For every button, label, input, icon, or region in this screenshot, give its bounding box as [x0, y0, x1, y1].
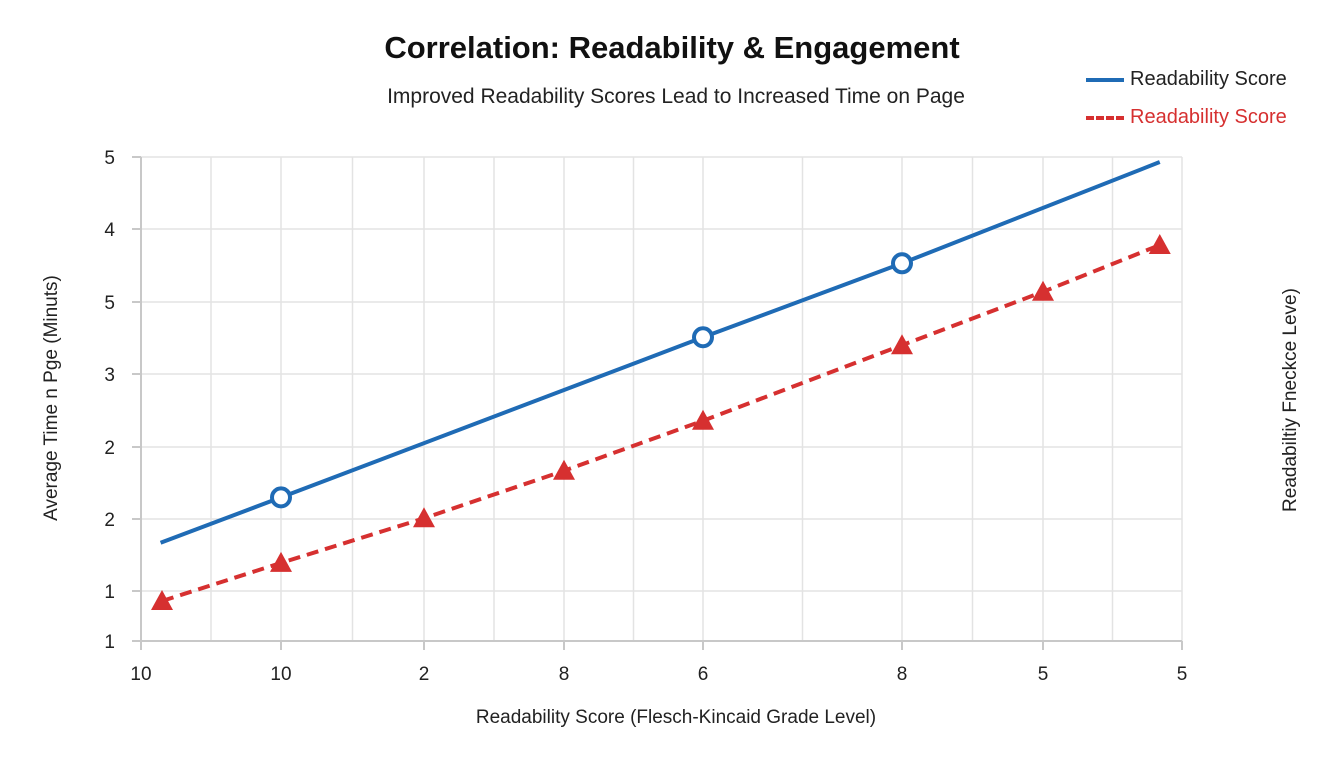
x-tick-label: 2	[419, 664, 430, 685]
y-tick-label: 1	[104, 582, 115, 603]
legend-label: Readability Score	[1130, 106, 1287, 128]
y-tick-label: 4	[104, 220, 115, 241]
data-point-triangle	[891, 334, 913, 355]
y-tick-label: 2	[104, 510, 115, 531]
legend-swatch-solid	[1086, 77, 1124, 82]
data-point-circle	[270, 486, 292, 509]
x-tick-label: 10	[130, 664, 151, 685]
data-point-triangle	[1032, 280, 1054, 301]
x-axis-label: Readability Score (Flesch-Kincaid Grade …	[476, 707, 876, 728]
chart-title: Correlation: Readability & Engagement	[384, 30, 960, 65]
x-tick-label: 8	[897, 664, 908, 685]
legend-swatch-dashed	[1086, 115, 1124, 120]
data-point-circle	[692, 326, 714, 349]
x-tick-label: 10	[270, 664, 291, 685]
chart-subtitle: Improved Readability Scores Lead to Incr…	[387, 85, 965, 108]
y-tick-label: 2	[104, 438, 115, 459]
series-line-0	[159, 160, 1161, 545]
y-tick-label: 5	[104, 148, 115, 169]
data-point-triangle	[151, 590, 173, 610]
legend-label: Readability Score	[1130, 68, 1287, 90]
series-line-1	[161, 243, 1161, 603]
legend-item-blue: Readability Score	[1086, 68, 1287, 91]
data-point-triangle	[413, 507, 435, 528]
legend-item-red: Readability Score	[1086, 106, 1287, 129]
x-tick-label: 5	[1038, 664, 1049, 685]
y-axis-label: Average Time n Pge (Minuts)	[41, 275, 62, 521]
data-point-triangle	[692, 409, 714, 430]
x-tick-label: 6	[698, 664, 709, 685]
data-point-triangle	[553, 459, 575, 480]
y-tick-label: 3	[104, 365, 115, 386]
y-tick-label: 1	[104, 632, 115, 653]
data-point-triangle	[1148, 234, 1171, 255]
data-point-triangle	[270, 551, 292, 572]
x-tick-label: 5	[1177, 664, 1188, 685]
x-tick-label: 8	[559, 664, 570, 685]
data-point-circle	[891, 252, 913, 275]
y-tick-label: 5	[104, 293, 115, 314]
y-axis-label-right: Readabiltiy Fneckce Leve)	[1280, 288, 1301, 512]
